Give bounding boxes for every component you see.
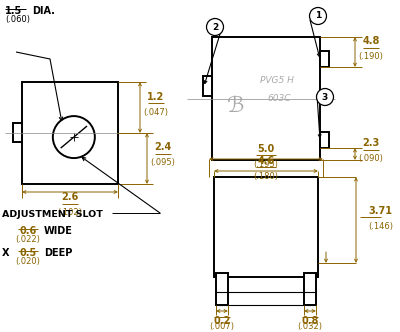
Bar xyxy=(22,82,118,184)
Text: (.146): (.146) xyxy=(368,222,393,231)
Text: 2.3: 2.3 xyxy=(362,138,380,148)
Text: (.090): (.090) xyxy=(358,154,384,163)
Text: (.195): (.195) xyxy=(254,160,278,169)
Text: 4.8: 4.8 xyxy=(362,36,380,46)
Bar xyxy=(214,177,318,277)
Circle shape xyxy=(53,116,95,158)
Bar xyxy=(320,132,329,148)
Bar xyxy=(304,273,316,305)
Text: (.007): (.007) xyxy=(210,322,234,331)
Text: ℬ: ℬ xyxy=(227,96,244,116)
Text: 2: 2 xyxy=(212,23,218,32)
Text: 0.5: 0.5 xyxy=(19,248,37,258)
Text: X: X xyxy=(2,248,10,258)
Bar xyxy=(320,51,329,67)
Text: DIA.: DIA. xyxy=(32,6,55,16)
Bar xyxy=(212,37,320,160)
Text: ADJUSTMENT SLOT: ADJUSTMENT SLOT xyxy=(2,210,103,219)
Text: 1.2: 1.2 xyxy=(147,92,165,102)
Circle shape xyxy=(316,89,334,106)
Text: (.032): (.032) xyxy=(298,322,322,331)
Text: 3: 3 xyxy=(322,93,328,102)
Text: 0.6: 0.6 xyxy=(19,226,37,236)
Text: 0.8: 0.8 xyxy=(301,316,319,326)
Text: DEEP: DEEP xyxy=(44,248,72,258)
Bar xyxy=(13,123,22,142)
Text: 2.4: 2.4 xyxy=(154,142,172,152)
Text: 5.0: 5.0 xyxy=(257,144,275,154)
Text: (.095): (.095) xyxy=(150,158,176,168)
Bar xyxy=(203,76,212,96)
Text: 1.5: 1.5 xyxy=(5,6,22,16)
Text: (.047): (.047) xyxy=(144,108,168,117)
Text: 1: 1 xyxy=(315,12,321,21)
Text: 0.2: 0.2 xyxy=(213,316,231,326)
Text: 603C: 603C xyxy=(267,94,291,103)
Text: 4.6: 4.6 xyxy=(257,156,275,166)
Text: PVG5 H: PVG5 H xyxy=(260,76,294,85)
Text: (.020): (.020) xyxy=(16,257,40,266)
Text: WIDE: WIDE xyxy=(44,226,73,236)
Text: (.022): (.022) xyxy=(16,235,40,244)
Text: 3.71: 3.71 xyxy=(368,206,392,216)
Text: 2.6: 2.6 xyxy=(61,192,79,202)
Bar xyxy=(216,273,228,305)
Text: (.060): (.060) xyxy=(5,15,30,24)
Text: (.190): (.190) xyxy=(358,52,384,61)
Circle shape xyxy=(310,8,326,25)
Text: (.102): (.102) xyxy=(58,208,82,217)
Text: (.180): (.180) xyxy=(254,172,278,181)
Circle shape xyxy=(206,19,224,36)
